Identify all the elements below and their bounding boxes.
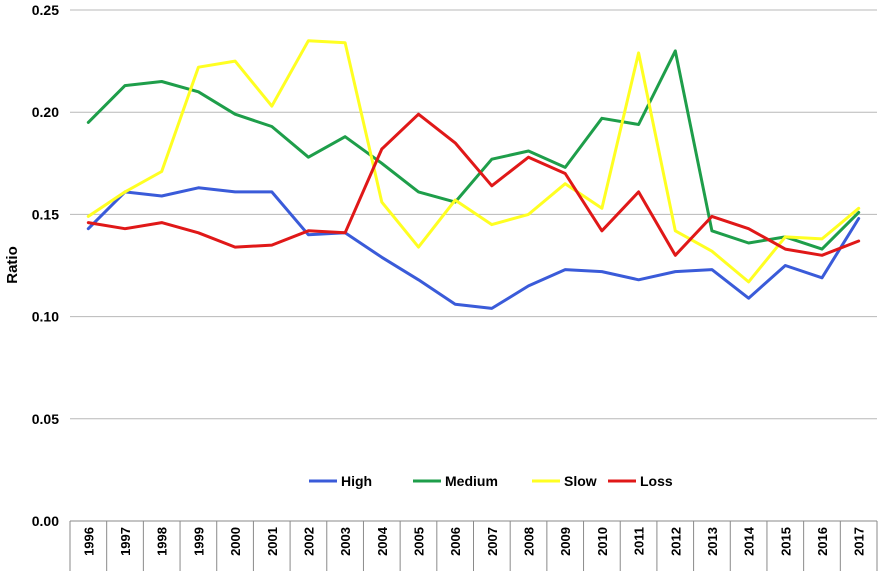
series-lines	[86, 39, 861, 310]
y-tick-label: 0.10	[32, 309, 59, 325]
x-tick-label: 2008	[522, 527, 537, 556]
x-tick-label: 2013	[705, 527, 720, 556]
x-tick-label: 2011	[632, 527, 647, 555]
y-axis-ticks: 0.00 0.05 0.10 0.15 0.20 0.25	[32, 2, 59, 529]
x-tick-label: 2010	[595, 527, 610, 556]
series-line-loss	[86, 112, 861, 257]
x-tick-label: 1999	[191, 527, 206, 556]
x-tick-label: 2009	[558, 527, 573, 556]
x-tick-label: 2017	[852, 527, 867, 556]
series-line-high	[86, 186, 861, 310]
x-tick-label: 2014	[742, 526, 757, 556]
y-tick-label: 0.15	[32, 206, 59, 222]
y-tick-label: 0.00	[32, 513, 59, 529]
y-tick-label: 0.25	[32, 2, 59, 18]
y-axis-title: Ratio	[4, 246, 21, 284]
legend: High Medium Slow Loss	[309, 473, 673, 489]
series-line-slow	[86, 39, 861, 284]
x-tick-label: 2007	[485, 527, 500, 556]
x-tick-label: 2000	[228, 527, 243, 556]
legend-label-loss: Loss	[640, 473, 673, 489]
x-tick-label: 2006	[448, 527, 463, 556]
x-axis: 1996 1997 1998 1999 2000 2001 2002 2003 2004 2005…	[69, 520, 878, 571]
legend-label-high: High	[341, 473, 372, 489]
x-tick-label: 2003	[338, 527, 353, 556]
y-tick-label: 0.20	[32, 104, 59, 120]
legend-label-slow: Slow	[564, 473, 597, 489]
x-tick-label: 2012	[668, 527, 683, 556]
x-tick-label: 2004	[375, 526, 390, 556]
legend-label-medium: Medium	[445, 473, 498, 489]
x-tick-label: 1998	[155, 527, 170, 556]
y-tick-label: 0.05	[32, 411, 59, 427]
x-tick-label: 2016	[815, 527, 830, 556]
x-tick-label: 1996	[81, 527, 96, 556]
x-tick-label: 2005	[411, 527, 426, 556]
x-tick-label: 2001	[265, 527, 280, 556]
series-line-medium	[86, 49, 861, 251]
x-tick-label: 2015	[778, 527, 793, 556]
x-tick-label: 1997	[118, 527, 133, 556]
x-tick-label: 2002	[301, 527, 316, 556]
